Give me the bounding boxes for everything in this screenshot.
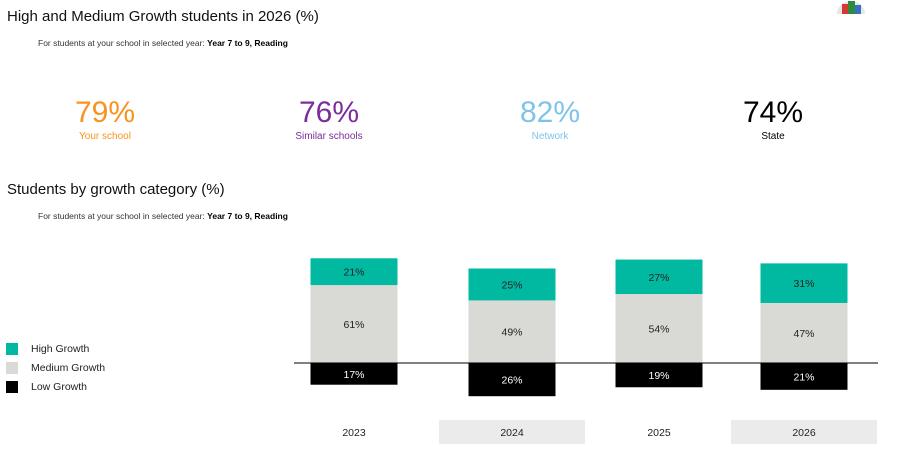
data-label-high-growth: 21%	[343, 267, 364, 279]
page-subtitle: For students at your school in selected …	[38, 38, 288, 48]
bar-high-growth	[615, 259, 703, 295]
kpi-value: 76%	[298, 96, 360, 129]
legend-item-high-growth: High Growth	[6, 339, 105, 358]
page-subtitle-selection: Year 7 to 9, Reading	[207, 38, 288, 48]
legend-item-medium-growth: Medium Growth	[6, 358, 105, 377]
category-label: 2026	[792, 427, 816, 439]
bar-high-growth	[310, 258, 398, 286]
legend-item-low-growth: Low Growth	[6, 377, 105, 396]
legend-swatch	[6, 342, 18, 355]
legend-label: Medium Growth	[31, 361, 106, 374]
bar-medium-growth	[310, 285, 398, 363]
legend-label: High Growth	[31, 342, 90, 355]
kpi-network: 82% Network	[450, 96, 650, 143]
kpi-value: 79%	[74, 96, 136, 129]
data-label-medium-growth: 61%	[343, 319, 364, 331]
data-label-medium-growth: 47%	[793, 328, 814, 340]
bar-low-growth	[310, 363, 398, 385]
bar-medium-growth	[760, 302, 848, 363]
legend-swatch	[6, 380, 18, 393]
kpi-value: 74%	[742, 96, 804, 129]
section-subtitle-selection: Year 7 to 9, Reading	[207, 211, 288, 221]
category-band	[731, 420, 877, 444]
category-band	[439, 420, 585, 444]
kpi-similar-schools: 76% Similar schools	[229, 96, 429, 143]
bar-low-growth	[615, 363, 703, 388]
category-label: 2025	[647, 427, 671, 439]
data-label-low-growth: 17%	[343, 369, 364, 381]
data-label-high-growth: 31%	[793, 278, 814, 290]
category-label: 2024	[500, 427, 524, 439]
page-title: High and Medium Growth students in 2026 …	[7, 8, 319, 25]
legend-swatch	[6, 361, 18, 374]
bar-high-growth	[468, 268, 556, 301]
bar-high-growth	[760, 263, 848, 303]
data-label-high-growth: 27%	[648, 272, 669, 284]
kpi-label: Network	[531, 131, 569, 142]
kpi-state: 74% State	[673, 96, 873, 143]
bar-medium-growth	[468, 300, 556, 363]
data-label-low-growth: 19%	[648, 370, 669, 382]
bar-low-growth	[468, 363, 556, 397]
kpi-label: Your school	[79, 131, 131, 142]
bar-low-growth	[760, 363, 848, 390]
data-label-low-growth: 26%	[501, 375, 522, 387]
section-subtitle: For students at your school in selected …	[38, 211, 288, 221]
data-label-high-growth: 25%	[501, 279, 522, 291]
category-label: 2023	[342, 427, 366, 439]
kpi-value: 82%	[519, 96, 581, 129]
chart-legend: High Growth Medium Growth Low Growth	[6, 339, 105, 396]
bar-medium-growth	[615, 294, 703, 363]
section-title: Students by growth category (%)	[7, 181, 225, 198]
kpi-your-school: 79% Your school	[5, 96, 205, 143]
data-label-low-growth: 21%	[793, 371, 814, 383]
section-subtitle-prefix: For students at your school in selected …	[38, 211, 208, 221]
data-label-medium-growth: 54%	[648, 324, 669, 336]
legend-label: Low Growth	[31, 380, 88, 393]
kpi-label: Similar schools	[295, 131, 363, 142]
page-subtitle-prefix: For students at your school in selected …	[38, 38, 208, 48]
kpi-label: State	[761, 131, 785, 142]
app-logo-icon	[837, 1, 865, 14]
data-label-medium-growth: 49%	[501, 327, 522, 339]
